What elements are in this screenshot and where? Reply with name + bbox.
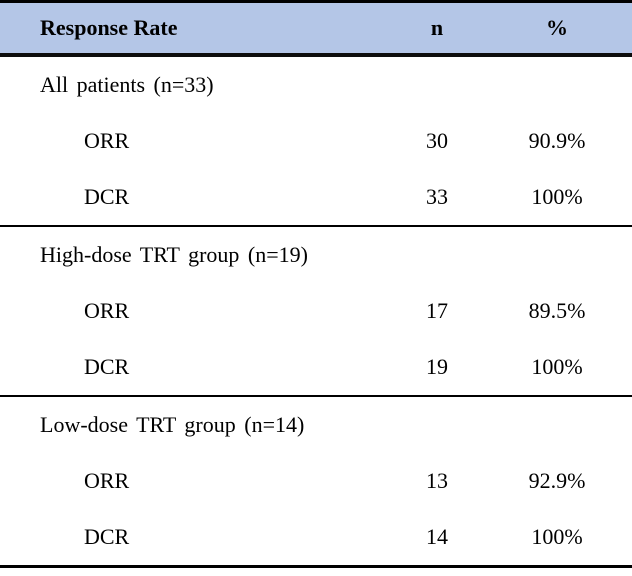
table-row: DCR 19 100%: [0, 339, 632, 395]
row-pct-value: 89.5%: [528, 298, 586, 323]
section-label: All patients (n=33): [40, 72, 214, 97]
section-label-row: High-dose TRT group (n=19): [0, 227, 632, 283]
section-low-dose: Low-dose TRT group (n=14) ORR 13 92.9% D…: [0, 397, 632, 568]
row-n-value: 13: [426, 468, 448, 493]
section-label: Low-dose TRT group (n=14): [40, 412, 305, 437]
row-n-value: 19: [426, 354, 448, 379]
row-pct-value: 100%: [531, 354, 583, 379]
row-n-value: 17: [426, 298, 448, 323]
row-pct-value: 90.9%: [528, 128, 586, 153]
row-name: DCR: [84, 524, 130, 549]
table-row: DCR 14 100%: [0, 509, 632, 565]
section-high-dose: High-dose TRT group (n=19) ORR 17 89.5% …: [0, 227, 632, 397]
row-name: ORR: [84, 298, 130, 323]
table-row: ORR 30 90.9%: [0, 113, 632, 169]
row-n-value: 33: [426, 184, 448, 209]
table-row: ORR 13 92.9%: [0, 453, 632, 509]
row-n-value: 14: [426, 524, 448, 549]
row-name: DCR: [84, 184, 130, 209]
row-pct-value: 100%: [531, 524, 583, 549]
section-label-row: Low-dose TRT group (n=14): [0, 397, 632, 453]
row-name: DCR: [84, 354, 130, 379]
row-name: ORR: [84, 128, 130, 153]
row-name: ORR: [84, 468, 130, 493]
table-row: DCR 33 100%: [0, 169, 632, 225]
table-header-row: Response Rate n %: [0, 0, 632, 57]
header-percent: %: [546, 15, 568, 40]
row-pct-value: 92.9%: [528, 468, 586, 493]
section-all-patients: All patients (n=33) ORR 30 90.9% DCR 33 …: [0, 57, 632, 227]
section-label-row: All patients (n=33): [0, 57, 632, 113]
section-label: High-dose TRT group (n=19): [40, 242, 308, 267]
row-pct-value: 100%: [531, 184, 583, 209]
row-n-value: 30: [426, 128, 448, 153]
header-response-rate: Response Rate: [40, 15, 178, 40]
table-row: ORR 17 89.5%: [0, 283, 632, 339]
header-n: n: [430, 15, 444, 40]
